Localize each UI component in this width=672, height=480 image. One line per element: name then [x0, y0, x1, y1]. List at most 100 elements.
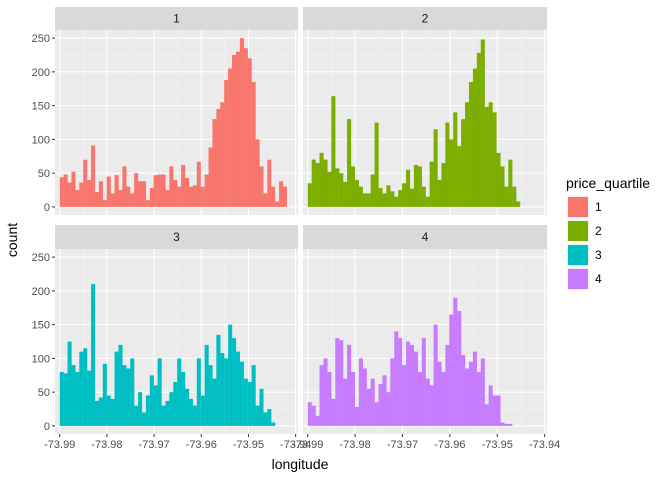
histogram-bar	[106, 176, 111, 207]
histogram-bar	[468, 81, 474, 207]
histogram-bar	[323, 159, 328, 207]
histogram-bar	[413, 165, 418, 207]
histogram-bar	[192, 185, 197, 207]
histogram-bar	[445, 344, 450, 426]
histogram-bar	[145, 395, 150, 426]
facet-strip	[55, 7, 298, 30]
histogram-bar	[504, 186, 509, 207]
histogram-bar	[421, 186, 426, 207]
histogram-bar	[386, 392, 391, 426]
histogram-bar	[247, 58, 252, 207]
x-tick-label: -73.94	[529, 439, 560, 451]
histogram-bar	[362, 368, 367, 426]
histogram-bar	[67, 341, 72, 426]
histogram-bar	[267, 409, 272, 426]
histogram-bar	[465, 102, 470, 207]
histogram-bar	[382, 193, 387, 207]
histogram-bar	[457, 311, 462, 426]
histogram-bar	[484, 106, 489, 207]
histogram-bar	[343, 181, 348, 207]
histogram-bar	[75, 190, 80, 207]
histogram-bar	[243, 378, 248, 426]
histogram-bar	[224, 358, 229, 426]
histogram-bar	[271, 422, 276, 426]
y-tick-label: 200	[32, 286, 50, 298]
legend-label: 1	[595, 200, 602, 214]
x-tick-label: -73.95	[233, 439, 264, 451]
histogram-bar	[118, 190, 123, 207]
histogram-bar	[331, 96, 336, 207]
histogram-bar	[516, 201, 521, 207]
x-axis-title: longitude	[272, 456, 329, 472]
histogram-bar	[177, 358, 182, 426]
histogram-bar	[409, 188, 415, 207]
y-tick-label: 200	[32, 67, 50, 79]
histogram-bar	[79, 182, 84, 207]
histogram-bar	[374, 122, 379, 207]
histogram-bar	[480, 358, 485, 426]
histogram-bar	[457, 146, 462, 207]
histogram-bar	[441, 371, 446, 426]
histogram-bar	[461, 355, 466, 426]
histogram-bar	[402, 183, 407, 207]
histogram-bar	[354, 406, 360, 426]
histogram-bar	[335, 168, 340, 207]
facet-strip-label: 4	[422, 230, 429, 244]
histogram-bar	[307, 402, 312, 426]
histogram-bar	[339, 173, 344, 207]
histogram-bar	[185, 388, 190, 426]
histogram-bar	[228, 324, 233, 426]
histogram-bar	[263, 193, 268, 207]
histogram-bar	[157, 174, 162, 207]
histogram-bar	[134, 173, 139, 207]
histogram-bar	[102, 200, 107, 207]
histogram-bar	[480, 39, 485, 207]
histogram-bar	[145, 200, 150, 207]
histogram-bar	[126, 186, 131, 207]
histogram-bar	[216, 108, 221, 207]
histogram-bar	[433, 324, 438, 426]
histogram-bar	[239, 38, 244, 207]
histogram-bar	[212, 378, 217, 426]
histogram-bar	[110, 398, 115, 426]
x-tick-label: -73.99	[292, 439, 323, 451]
y-tick-label: 0	[44, 421, 50, 433]
histogram-bar	[91, 145, 96, 207]
y-tick-label: 250	[32, 252, 50, 264]
histogram-bar	[429, 161, 434, 207]
legend-label: 3	[595, 248, 602, 262]
histogram-bar	[425, 196, 430, 207]
histogram-bar	[476, 52, 481, 207]
histogram-bar	[382, 375, 387, 426]
histogram-bar	[437, 361, 442, 426]
histogram-bar	[235, 51, 241, 207]
facet-panel-1: 1 0 50 100 150 200 250	[32, 7, 298, 215]
histogram-bar	[94, 400, 100, 426]
histogram-bar	[87, 179, 92, 207]
histogram-bar	[413, 351, 418, 426]
histogram-bar	[173, 179, 178, 207]
histogram-bar	[83, 348, 88, 426]
histogram-bar	[275, 201, 280, 207]
histogram-bar	[512, 186, 517, 207]
histogram-bar	[181, 165, 186, 207]
histogram-bar	[358, 358, 363, 426]
histogram-bar	[251, 365, 256, 426]
histogram-bar	[350, 166, 356, 207]
y-tick-label: 250	[32, 33, 50, 45]
histogram-bar	[71, 365, 76, 426]
legend-swatch	[568, 245, 588, 265]
x-tick-label: -73.99	[44, 439, 75, 451]
histogram-bar	[315, 415, 320, 426]
histogram-bar	[366, 193, 371, 207]
histogram-bar	[500, 422, 505, 426]
histogram-bar	[390, 191, 395, 207]
histogram-bar	[394, 331, 399, 426]
histogram-bar	[343, 378, 348, 426]
histogram-bar	[224, 79, 229, 207]
histogram-bar	[232, 338, 237, 426]
histogram-bar	[449, 314, 454, 426]
histogram-bar	[378, 384, 383, 426]
histogram-bar	[251, 81, 256, 207]
